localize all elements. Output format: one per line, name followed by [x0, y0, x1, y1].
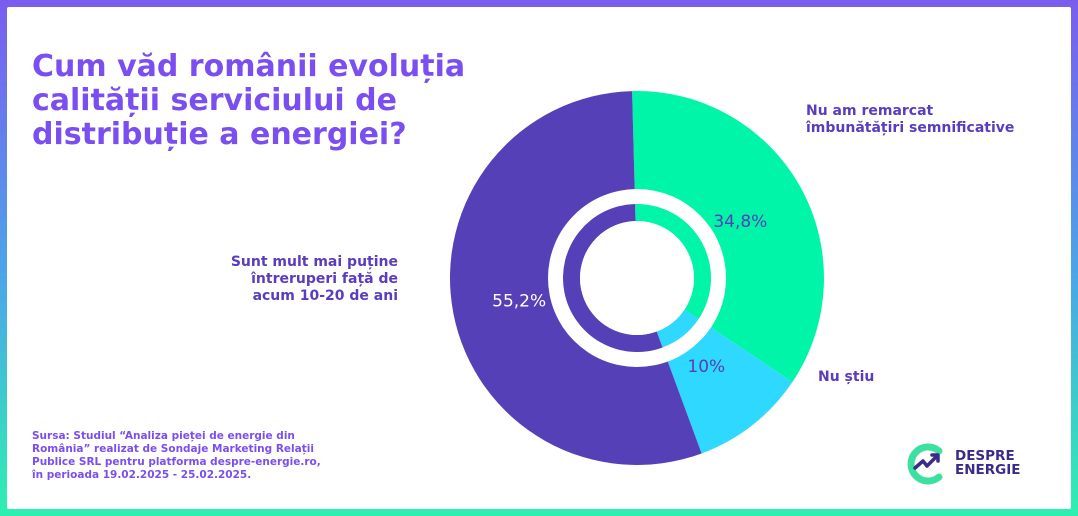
- title-line-3: distribuție a energiei?: [32, 117, 407, 152]
- source-note: Sursa: Studiul “Analiza pieței de energi…: [32, 430, 332, 482]
- inner-ring-slice-2: [656, 309, 699, 348]
- value-label-3: 55,2%: [492, 292, 546, 312]
- label-tr-line-1: Nu am remarcat: [806, 103, 934, 119]
- logo-line-1: DESPRE: [955, 448, 1015, 464]
- label-left-line-2: întreruperi față de: [251, 271, 398, 287]
- source-line-3: Publice SRL pentru platforma despre-ener…: [32, 456, 321, 468]
- label-no-improvements: Nu am remarcat îmbunătățiri semnificativ…: [806, 103, 1014, 137]
- value-label-1: 34,8%: [713, 212, 767, 232]
- label-left-line-1: Sunt mult mai puține: [230, 254, 398, 270]
- donut-slice-1: [632, 91, 825, 382]
- center-hole: [580, 221, 694, 335]
- title-line-2: calității serviciului de: [32, 83, 397, 118]
- inner-ring: [562, 204, 712, 353]
- logo-text: DESPRE ENERGIE: [955, 449, 1020, 477]
- source-line-4: în perioada 19.02.2025 - 25.02.2025.: [32, 469, 252, 481]
- value-label-2: 10%: [687, 357, 725, 377]
- value-labels: 34,8% 10% 55,2%: [492, 212, 767, 377]
- inner-ring-slice-1: [635, 204, 712, 320]
- logo-line-2: ENERGIE: [955, 462, 1021, 478]
- label-fewer-interruptions: Sunt mult mai puține întreruperi față de…: [231, 254, 398, 305]
- label-left-line-3: acum 10-20 de ani: [252, 288, 398, 304]
- inner-ring-slice-3: [562, 204, 663, 353]
- label-dont-know: Nu știu: [818, 369, 874, 386]
- despre-energie-logo-icon: [907, 443, 943, 485]
- source-line-1: Sursa: Studiul “Analiza pieței de energi…: [32, 430, 295, 442]
- chart-title: Cum văd românii evoluția calității servi…: [32, 50, 472, 152]
- source-line-2: România” realizat de Sondaje Marketing R…: [32, 443, 314, 455]
- label-tr-line-2: îmbunătățiri semnificative: [806, 120, 1015, 136]
- despre-energie-logo: DESPRE ENERGIE: [903, 441, 1043, 487]
- title-line-1: Cum văd românii evoluția: [32, 49, 466, 84]
- label-br-line-1: Nu știu: [818, 369, 875, 385]
